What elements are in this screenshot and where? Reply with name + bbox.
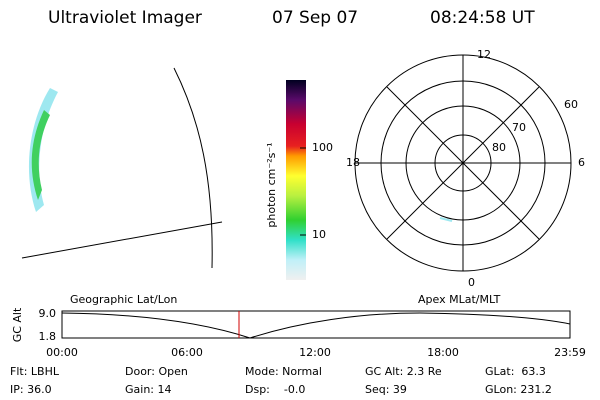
footer-item: Flt: LBHL [10, 365, 60, 378]
orbit-x-tick: 12:00 [299, 346, 331, 359]
cb-tick-label: 100 [312, 141, 333, 154]
mlt-label: 6 [578, 156, 585, 169]
cb-label: photon cm⁻²s⁻¹ [265, 142, 278, 227]
orbit-x-tick: 23:59 [554, 346, 586, 359]
footer-item: Mode: Normal [245, 365, 322, 378]
aurora-spot [439, 217, 453, 222]
orbit-y-tick: 9.0 [39, 307, 57, 320]
orbit-y-tick: 1.8 [39, 330, 57, 343]
footer-item: Gain: 14 [125, 383, 172, 396]
polar-grid [354, 54, 572, 272]
lat-label: 60 [564, 98, 578, 111]
cb-tick-label: 10 [312, 228, 326, 241]
title: Ultraviolet Imager [48, 8, 202, 28]
orbit-x-tick: 06:00 [171, 346, 203, 359]
footer-item: Door: Open [125, 365, 188, 378]
footer-item: Dsp: -0.0 [245, 383, 305, 396]
mlt-label: 18 [346, 156, 360, 169]
limb [173, 67, 213, 269]
grid-arc [21, 221, 223, 259]
orbit-curve [61, 312, 571, 339]
orbit-frame [61, 310, 571, 339]
footer-item: GC Alt: 2.3 Re [365, 365, 442, 378]
time: 08:24:58 UT [430, 8, 535, 28]
aurora-core [31, 110, 50, 200]
spoke [386, 86, 540, 240]
image [21, 67, 223, 269]
orbit-right-label: Apex MLat/MLT [418, 293, 501, 306]
colorbar [286, 80, 306, 280]
lat-label: 80 [492, 141, 506, 154]
lat-label: 70 [512, 121, 526, 134]
date: 07 Sep 07 [272, 8, 358, 28]
footer-item: IP: 36.0 [10, 383, 52, 396]
footer-item: GLat: 63.3 [485, 365, 546, 378]
mlt-label: 12 [477, 48, 491, 61]
footer-item: GLon: 231.2 [485, 383, 552, 396]
orbit-left-label: Geographic Lat/Lon [70, 293, 177, 306]
footer-item: Seq: 39 [365, 383, 407, 396]
orbit-y-label: GC Alt [11, 307, 24, 342]
orbit-x-tick: 00:00 [46, 346, 78, 359]
mlt-label: 0 [468, 276, 475, 289]
orbit-x-tick: 18:00 [427, 346, 459, 359]
